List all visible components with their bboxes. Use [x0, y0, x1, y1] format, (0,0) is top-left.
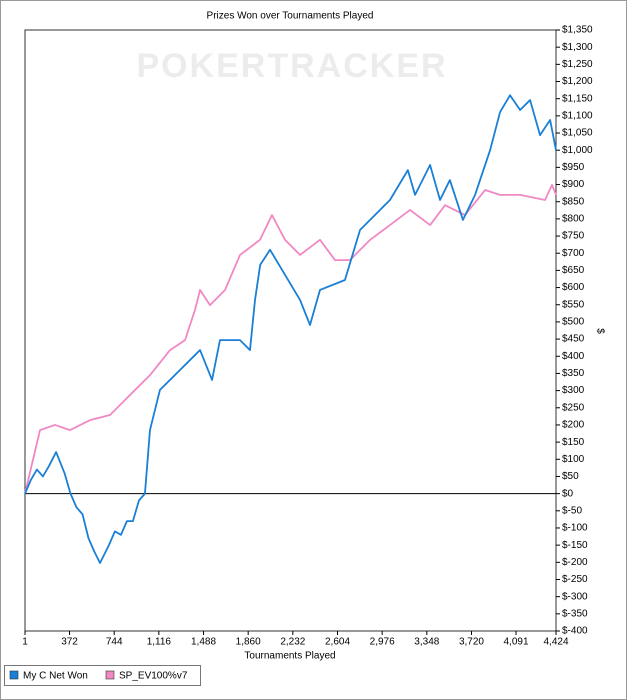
- x-tick-label: 1: [22, 637, 28, 648]
- y-tick-label: $750: [562, 231, 585, 242]
- x-tick-label: 3,348: [414, 637, 439, 648]
- x-axis-label: Tournaments Played: [244, 651, 335, 662]
- y-tick-label: $950: [562, 162, 585, 173]
- y-tick-label: $-100: [562, 523, 588, 534]
- legend-label: SP_EV100%v7: [119, 671, 188, 682]
- y-tick-label: $350: [562, 368, 585, 379]
- y-tick-label: $-150: [562, 540, 588, 551]
- y-tick-label: $-50: [562, 505, 582, 516]
- y-tick-label: $600: [562, 282, 585, 293]
- y-tick-label: $1,000: [562, 145, 593, 156]
- y-tick-label: $1,150: [562, 93, 593, 104]
- y-tick-label: $1,200: [562, 76, 593, 87]
- y-tick-label: $450: [562, 334, 585, 345]
- x-tick-label: 1,116: [147, 637, 172, 648]
- y-tick-label: $1,100: [562, 110, 593, 121]
- series-line: [24, 183, 557, 494]
- y-tick-label: $1,050: [562, 128, 593, 139]
- y-tick-label: $1,300: [562, 42, 593, 53]
- y-tick-label: $150: [562, 437, 585, 448]
- y-tick-label: $1,350: [562, 25, 593, 36]
- y-tick-label: $650: [562, 265, 585, 276]
- chart-title: Prizes Won over Tournaments Played: [207, 11, 374, 22]
- legend: [4, 665, 201, 686]
- x-tick-label: 2,976: [370, 637, 395, 648]
- legend-swatch: [105, 670, 115, 680]
- plot-area: [24, 29, 557, 632]
- x-tick-label: 744: [106, 637, 123, 648]
- x-tick-label: 372: [61, 637, 78, 648]
- series-line: [24, 94, 557, 564]
- x-tick-label: 1,860: [236, 637, 261, 648]
- y-tick-label: $100: [562, 454, 585, 465]
- x-tick-label: 3,720: [459, 637, 484, 648]
- y-tick-label: $900: [562, 179, 585, 190]
- x-tick-label: 1,488: [191, 637, 216, 648]
- legend-swatch: [9, 670, 19, 680]
- y-tick-label: $250: [562, 402, 585, 413]
- legend-label: My C Net Won: [23, 671, 88, 682]
- y-tick-label: $500: [562, 317, 585, 328]
- y-tick-label: $550: [562, 299, 585, 310]
- y-tick-label: $50: [562, 471, 579, 482]
- x-tick-label: 4,091: [504, 637, 529, 648]
- y-tick-label: $-300: [562, 591, 588, 602]
- x-tick-label: 4,424: [543, 637, 568, 648]
- y-tick-label: $400: [562, 351, 585, 362]
- y-tick-label: $1,250: [562, 59, 593, 70]
- y-tick-label: $-350: [562, 608, 588, 619]
- y-tick-label: $200: [562, 420, 585, 431]
- y-axis-label: $: [594, 328, 605, 334]
- y-tick-label: $300: [562, 385, 585, 396]
- y-tick-label: $0: [562, 488, 574, 499]
- y-tick-label: $-250: [562, 574, 588, 585]
- x-tick-label: 2,604: [325, 637, 350, 648]
- y-tick-label: $-400: [562, 626, 588, 637]
- x-tick-label: 2,232: [280, 637, 305, 648]
- y-tick-label: $800: [562, 214, 585, 225]
- y-tick-label: $-200: [562, 557, 588, 568]
- y-tick-label: $850: [562, 196, 585, 207]
- watermark: POKERTRACKER: [136, 47, 447, 85]
- y-tick-label: $700: [562, 248, 585, 259]
